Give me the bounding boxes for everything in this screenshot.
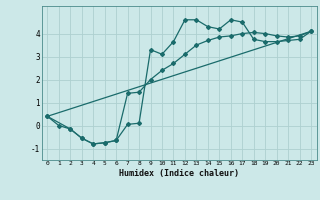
X-axis label: Humidex (Indice chaleur): Humidex (Indice chaleur) xyxy=(119,169,239,178)
